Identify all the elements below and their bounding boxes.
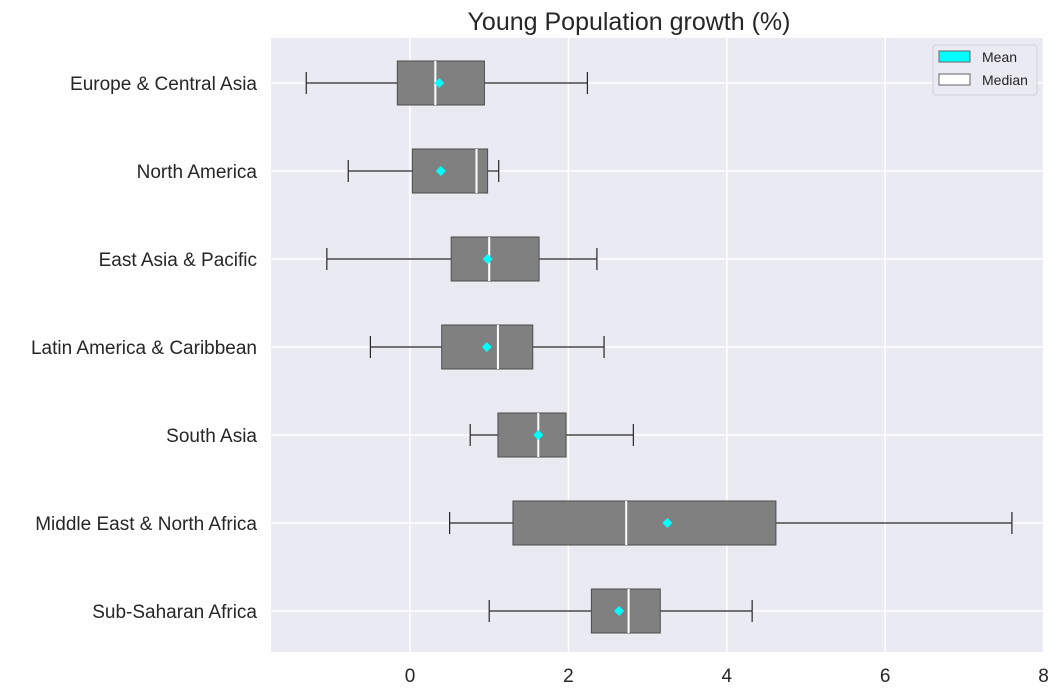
box-2	[326, 236, 598, 282]
iqr-box	[411, 148, 489, 194]
box-5	[449, 500, 1013, 546]
y-tick-label: Sub-Saharan Africa	[92, 602, 257, 623]
box-6	[488, 588, 753, 634]
mean-marker	[481, 342, 492, 352]
box-1	[347, 148, 500, 194]
x-tick-label: 2	[563, 666, 574, 687]
mean-marker	[662, 518, 673, 528]
mean-marker	[434, 78, 445, 88]
legend-label-median: Median	[982, 72, 1028, 88]
legend: Mean Median	[932, 44, 1038, 96]
box-3	[369, 324, 605, 370]
x-tick-label: 8	[1038, 666, 1049, 687]
mean-marker	[482, 254, 493, 264]
iqr-box	[590, 588, 661, 634]
legend-swatch-median	[938, 73, 971, 86]
y-tick-label: South Asia	[166, 426, 257, 447]
x-tick-label: 0	[405, 666, 416, 687]
plot-area	[271, 38, 1043, 652]
y-tick-label: Europe & Central Asia	[70, 74, 257, 95]
chart-title: Young Population growth (%)	[468, 8, 791, 36]
y-tick-label: Latin America & Caribbean	[31, 338, 257, 359]
y-tick-label: North America	[137, 162, 258, 183]
x-tick-label: 4	[722, 666, 733, 687]
iqr-box	[497, 412, 567, 458]
iqr-box	[512, 500, 777, 546]
mean-marker	[435, 166, 446, 176]
x-tick-label: 6	[880, 666, 891, 687]
iqr-box	[450, 236, 540, 282]
legend-label-mean: Mean	[982, 49, 1017, 65]
mean-marker	[533, 430, 544, 440]
y-tick-label: Middle East & North Africa	[35, 514, 257, 535]
mean-marker	[614, 606, 625, 616]
y-tick-label: East Asia & Pacific	[99, 250, 257, 271]
box-0	[305, 60, 589, 106]
box-4	[469, 412, 634, 458]
legend-swatch-mean	[938, 50, 971, 63]
